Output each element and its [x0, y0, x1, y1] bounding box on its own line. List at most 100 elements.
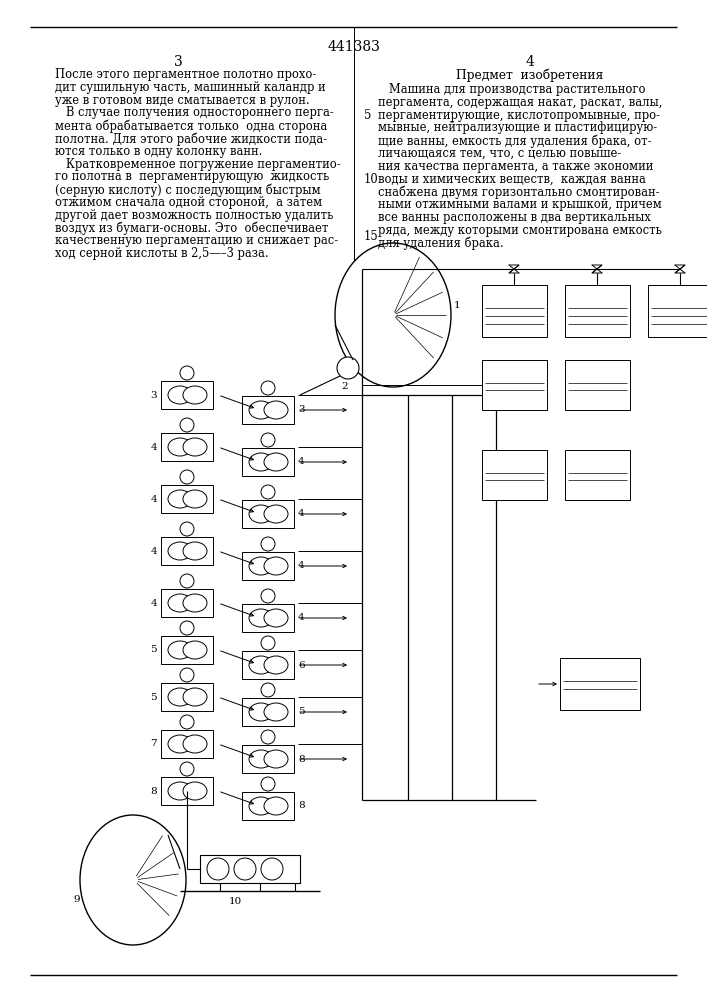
- Bar: [242, 745, 294, 773]
- Ellipse shape: [249, 703, 273, 721]
- Text: другой дает возможность полностью удалить: другой дает возможность полностью удалит…: [55, 209, 334, 222]
- Text: 8: 8: [298, 754, 305, 764]
- Ellipse shape: [249, 557, 273, 575]
- Bar: [161, 683, 213, 711]
- Text: мывные, нейтрализующие и пластифицирую-: мывные, нейтрализующие и пластифицирую-: [378, 121, 657, 134]
- Ellipse shape: [168, 782, 192, 800]
- Ellipse shape: [180, 470, 194, 484]
- Text: полотна. Для этого рабочие жидкости пода-: полотна. Для этого рабочие жидкости пода…: [55, 132, 327, 145]
- Ellipse shape: [264, 797, 288, 815]
- Bar: [242, 604, 294, 632]
- Text: 15: 15: [364, 230, 379, 243]
- Ellipse shape: [180, 522, 194, 536]
- Ellipse shape: [180, 574, 194, 588]
- Text: 5: 5: [364, 109, 371, 122]
- Text: личающаяся тем, что, с целью повыше-: личающаяся тем, что, с целью повыше-: [378, 147, 621, 160]
- Text: ния качества пергамента, а также экономии: ния качества пергамента, а также экономи…: [378, 160, 653, 173]
- Ellipse shape: [180, 668, 194, 682]
- Bar: [242, 698, 294, 726]
- Ellipse shape: [249, 505, 273, 523]
- Text: качественную пергаментацию и снижает рас-: качественную пергаментацию и снижает рас…: [55, 234, 338, 247]
- Ellipse shape: [337, 357, 359, 379]
- Bar: [482, 450, 547, 500]
- Ellipse shape: [261, 537, 275, 551]
- Ellipse shape: [249, 609, 273, 627]
- Bar: [242, 552, 294, 580]
- Ellipse shape: [183, 735, 207, 753]
- Text: 3: 3: [151, 390, 157, 399]
- Ellipse shape: [261, 730, 275, 744]
- Bar: [242, 448, 294, 476]
- Bar: [482, 360, 547, 410]
- Ellipse shape: [80, 815, 186, 945]
- Bar: [161, 777, 213, 805]
- Text: все ванны расположены в два вертикальных: все ванны расположены в два вертикальных: [378, 211, 651, 224]
- Text: го полотна в  пергаментирующую  жидкость: го полотна в пергаментирующую жидкость: [55, 170, 329, 183]
- Text: 9: 9: [73, 896, 80, 904]
- Bar: [242, 500, 294, 528]
- Text: 10: 10: [364, 173, 379, 186]
- Text: (серную кислоту) с последующим быстрым: (серную кислоту) с последующим быстрым: [55, 183, 321, 197]
- Text: 4: 4: [151, 546, 157, 556]
- Ellipse shape: [168, 688, 192, 706]
- Text: 4: 4: [298, 458, 305, 466]
- Ellipse shape: [249, 453, 273, 471]
- Ellipse shape: [261, 683, 275, 697]
- Text: 441383: 441383: [327, 40, 380, 54]
- Text: для удаления брака.: для удаления брака.: [378, 237, 503, 250]
- Text: воды и химических веществ,  каждая ванна: воды и химических веществ, каждая ванна: [378, 173, 646, 186]
- Text: мента обрабатывается только  одна сторона: мента обрабатывается только одна сторона: [55, 119, 327, 133]
- Bar: [161, 636, 213, 664]
- Ellipse shape: [264, 453, 288, 471]
- Ellipse shape: [249, 656, 273, 674]
- Ellipse shape: [249, 750, 273, 768]
- Ellipse shape: [183, 386, 207, 404]
- Text: ряда, между которыми смонтирована емкость: ряда, между которыми смонтирована емкост…: [378, 224, 662, 237]
- Text: 8: 8: [298, 802, 305, 810]
- Text: 7: 7: [151, 740, 157, 748]
- Text: снабжена двумя горизонтально смонтирован-: снабжена двумя горизонтально смонтирован…: [378, 185, 660, 199]
- Text: щие ванны, емкость для удаления брака, от-: щие ванны, емкость для удаления брака, о…: [378, 134, 651, 148]
- Text: 8: 8: [151, 786, 157, 796]
- Text: 5: 5: [151, 646, 157, 654]
- Text: 4: 4: [151, 494, 157, 504]
- Text: отжимом сначала одной стороной,  а затем: отжимом сначала одной стороной, а затем: [55, 196, 322, 209]
- Ellipse shape: [183, 782, 207, 800]
- Ellipse shape: [180, 418, 194, 432]
- Text: воздух из бумаги-основы. Это  обеспечивает: воздух из бумаги-основы. Это обеспечивае…: [55, 222, 328, 235]
- Bar: [560, 658, 640, 710]
- Ellipse shape: [261, 589, 275, 603]
- Ellipse shape: [168, 490, 192, 508]
- Ellipse shape: [183, 542, 207, 560]
- Ellipse shape: [264, 557, 288, 575]
- Ellipse shape: [168, 542, 192, 560]
- Ellipse shape: [180, 715, 194, 729]
- Bar: [161, 433, 213, 461]
- Text: пергамента, содержащая накат, раскат, валы,: пергамента, содержащая накат, раскат, ва…: [378, 96, 662, 109]
- Text: ход серной кислоты в 2,5—–3 раза.: ход серной кислоты в 2,5—–3 раза.: [55, 247, 269, 260]
- Ellipse shape: [180, 621, 194, 635]
- Bar: [161, 485, 213, 513]
- Bar: [565, 285, 630, 337]
- Text: пергаментирующие, кислотопромывные, про-: пергаментирующие, кислотопромывные, про-: [378, 109, 660, 122]
- Text: 4: 4: [298, 613, 305, 622]
- Text: 3: 3: [174, 55, 182, 69]
- Text: 5: 5: [298, 708, 305, 716]
- Text: Кратковременное погружение пергаментио-: Кратковременное погружение пергаментио-: [55, 158, 341, 171]
- Text: 4: 4: [298, 510, 305, 518]
- Ellipse shape: [183, 688, 207, 706]
- Text: 4: 4: [151, 442, 157, 452]
- Bar: [565, 360, 630, 410]
- Text: 4: 4: [298, 562, 305, 570]
- Text: Машина для производства растительного: Машина для производства растительного: [378, 83, 645, 96]
- Ellipse shape: [264, 750, 288, 768]
- Bar: [565, 450, 630, 500]
- Text: уже в готовом виде сматывается в рулон.: уже в готовом виде сматывается в рулон.: [55, 94, 310, 107]
- Text: 6: 6: [298, 660, 305, 670]
- Ellipse shape: [183, 490, 207, 508]
- Text: 4: 4: [525, 55, 534, 69]
- Bar: [161, 381, 213, 409]
- Ellipse shape: [335, 243, 451, 387]
- Ellipse shape: [264, 505, 288, 523]
- Ellipse shape: [234, 858, 256, 880]
